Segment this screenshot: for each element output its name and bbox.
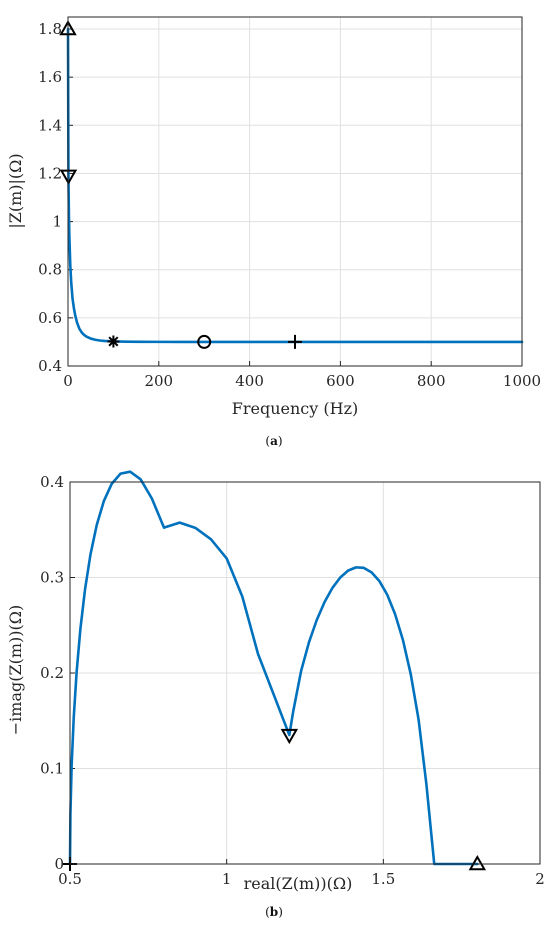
y-tick-label: 0.6 xyxy=(38,309,62,327)
x-axis-label-b: real(Z(m))(Ω) xyxy=(244,874,353,893)
y-axis-label-b: −imag(Z(m))(Ω) xyxy=(6,605,25,735)
asterisk-marker xyxy=(107,335,120,348)
axes-box-a xyxy=(67,16,523,367)
x-tick-label: 0.5 xyxy=(58,870,82,888)
y-tick-labels-b: 0 0.1 0.2 0.3 0.4 xyxy=(40,473,64,873)
y-tick-label: 1.8 xyxy=(38,20,62,38)
plus-marker xyxy=(288,334,302,349)
series-b xyxy=(68,470,479,866)
x-tick-labels-b: 0.5 1 1.5 2 xyxy=(58,870,545,888)
y-axis-label-a: |Z(m)|(Ω) xyxy=(6,153,25,228)
caption-b: (b) xyxy=(265,905,283,919)
y-tick-label: 1 xyxy=(52,213,62,231)
x-tick-label: 1 xyxy=(222,870,232,888)
x-tick-labels-a: 0 200 400 600 800 1000 xyxy=(63,372,541,390)
y-tick-label: 0.2 xyxy=(40,664,64,682)
x-tick-label: 2 xyxy=(535,870,545,888)
axes-box-b xyxy=(69,481,541,865)
y-tick-label: 0.4 xyxy=(38,357,62,375)
y-tick-label: 0.8 xyxy=(38,261,62,279)
y-tick-label: 0.1 xyxy=(40,760,64,778)
y-tick-label: 0 xyxy=(54,855,64,873)
x-tick-label: 400 xyxy=(235,372,264,390)
chart-panel-b: 0.5 1 1.5 2 0 0.1 0.2 0.3 0.4 real(Z(m))(Ω) −im… xyxy=(6,470,545,919)
x-tick-label: 200 xyxy=(144,372,173,390)
y-tick-label: 1.4 xyxy=(38,116,62,134)
plot-area-a xyxy=(68,17,522,366)
chart-panel-a: 0 200 400 600 800 1000 0.4 0.6 0.8 1 1.2 1.4 1.6 1.8… xyxy=(6,16,541,448)
y-tick-label: 0.4 xyxy=(40,473,64,491)
circle-marker xyxy=(197,334,212,349)
x-tick-label: 1000 xyxy=(503,372,541,390)
x-tick-label: 600 xyxy=(326,372,355,390)
x-axis-label-a: Frequency (Hz) xyxy=(232,399,359,418)
x-tick-label: 0 xyxy=(63,372,73,390)
x-tick-label: 1.5 xyxy=(371,870,395,888)
y-tick-labels-a: 0.4 0.6 0.8 1 1.2 1.4 1.6 1.8 xyxy=(38,20,62,375)
y-tick-label: 0.3 xyxy=(40,569,64,587)
series-line xyxy=(68,470,479,866)
caption-a: (a) xyxy=(265,434,282,448)
y-tick-label: 1.6 xyxy=(38,68,62,86)
triangle-down-marker xyxy=(280,728,299,745)
x-tick-label: 800 xyxy=(417,372,446,390)
triangle-up-marker xyxy=(468,854,487,871)
y-tick-label: 1.2 xyxy=(38,164,62,182)
